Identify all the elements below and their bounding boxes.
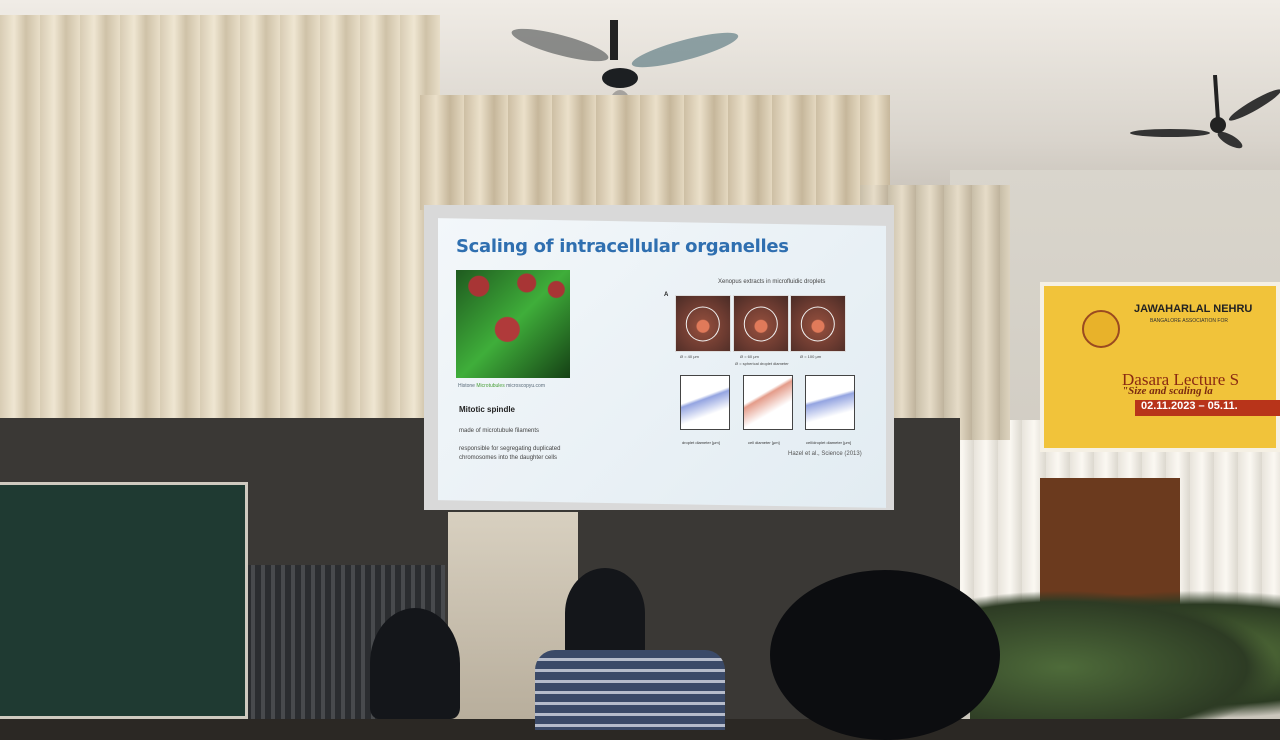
caption-histone: Histone xyxy=(458,383,475,389)
curtain-left xyxy=(0,15,440,420)
institute-logo xyxy=(1082,310,1120,348)
slide-title: Scaling of intracellular organelles xyxy=(456,236,789,257)
slide-line: made of microtubule filaments xyxy=(459,428,540,434)
slide-line: chromosomes into the daughter cells xyxy=(459,455,558,461)
droplet-label: Ø = 100 μm xyxy=(800,354,822,359)
banner-topic: "Size and scaling la xyxy=(1122,385,1213,397)
droplet-image xyxy=(790,295,846,352)
droplet-label: Ø = 60 μm xyxy=(740,354,759,359)
slide-heading: Mitotic spindle xyxy=(459,405,515,414)
event-banner xyxy=(1040,282,1280,452)
scatter-plot xyxy=(680,375,730,430)
audience-person xyxy=(370,608,460,719)
axis-label: cell diameter [μm] xyxy=(748,440,780,445)
audience-person-shirt xyxy=(535,650,725,730)
slide-line: responsible for segregating duplicated xyxy=(459,446,561,452)
chalkboard xyxy=(0,482,248,719)
potted-plants xyxy=(970,590,1280,719)
droplet-image xyxy=(675,295,731,352)
axis-label: droplet diameter [μm] xyxy=(682,440,720,445)
caption-microtubules: Microtubules xyxy=(476,383,505,389)
banner-dates: 02.11.2023 – 05.11. xyxy=(1135,400,1280,416)
banner-org: JAWAHARLAL NEHRU xyxy=(1134,303,1253,315)
banner-org-sub: BANGALORE ASSOCIATION FOR xyxy=(1150,318,1228,324)
panel-label: A xyxy=(664,292,669,298)
audience-person-foreground xyxy=(770,570,1000,740)
ceiling-fan-right xyxy=(1130,74,1280,155)
droplet-image xyxy=(733,295,789,352)
droplet-caption: Ø = spherical droplet diameter xyxy=(735,361,789,366)
micrograph-image xyxy=(456,270,570,378)
scatter-plot xyxy=(743,375,793,430)
axis-label: cell/droplet diameter [μm] xyxy=(806,440,851,445)
figure-title: Xenopus extracts in microfluidic droplet… xyxy=(718,279,826,285)
banner-series: Dasara Lecture S xyxy=(1122,370,1240,389)
curtain-middle xyxy=(420,95,890,210)
citation: Hazel et al., Science (2013) xyxy=(788,451,862,457)
caption-source: microscopyu.com xyxy=(506,383,545,389)
droplet-label: Ø = 40 μm xyxy=(680,354,699,359)
scatter-plot xyxy=(805,375,855,430)
audience-person xyxy=(565,568,645,658)
micrograph-caption: Histone Microtubules microscopyu.com xyxy=(458,383,545,389)
